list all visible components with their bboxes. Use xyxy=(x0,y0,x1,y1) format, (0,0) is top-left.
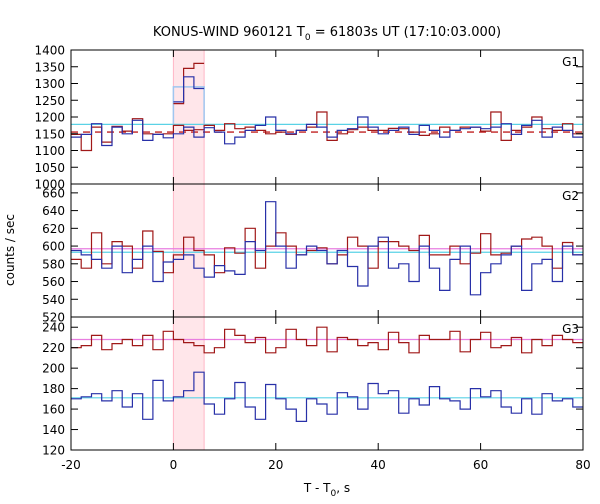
panel-3-blue-series xyxy=(71,371,583,422)
chart-title-main: KONUS-WIND 960121 T xyxy=(153,25,305,40)
panel-1-red-peak xyxy=(173,62,205,105)
panel-1-y-tick-label-8: 1400 xyxy=(34,44,65,58)
x-tick-label-4: 60 xyxy=(473,458,488,472)
panel-2-blue-series xyxy=(71,201,583,296)
panel-2-y-tick-label-3: 580 xyxy=(42,257,65,271)
chart-title-sub: 0 xyxy=(305,33,311,43)
panel-3-frame xyxy=(70,316,584,451)
chart-title-rest: = 61803s UT (17:10:03.000) xyxy=(311,25,501,40)
panel-1-y-tick-label-2: 1100 xyxy=(34,144,65,158)
panel-3-red-series xyxy=(71,326,583,354)
panel-3-y-tick-label-1: 140 xyxy=(42,423,65,437)
panel-2-y-tick-label-7: 660 xyxy=(42,186,65,200)
panel-1-y-tick-label-4: 1200 xyxy=(34,111,65,125)
panel-1-pale-peak-box xyxy=(172,86,205,125)
panel-3-label: G3 xyxy=(562,322,579,336)
x-tick-label-1: 0 xyxy=(170,458,178,472)
panel-3-y-tick-label-2: 160 xyxy=(42,403,65,417)
panel-3-y-tick-label-0: 120 xyxy=(42,444,65,458)
panel-2-y-tick-label-5: 620 xyxy=(42,222,65,236)
panel-3-y-tick-label-3: 180 xyxy=(42,382,65,396)
y-axis-label: counts / sec xyxy=(3,214,17,286)
panel-2-y-tick-label-4: 600 xyxy=(42,240,65,254)
x-axis-label-sub: 0 xyxy=(331,489,337,499)
panel-1-y-tick-label-5: 1250 xyxy=(34,94,65,108)
x-axis-label: T - T0, s xyxy=(303,481,350,499)
x-tick-label-2: 20 xyxy=(268,458,283,472)
panel-2-label: G2 xyxy=(562,189,579,203)
panel-2-y-tick-label-1: 540 xyxy=(42,293,65,307)
panel-2-y-tick-label-2: 560 xyxy=(42,275,65,289)
panel-1-y-tick-label-3: 1150 xyxy=(34,127,65,141)
panel-1-y-tick-label-6: 1300 xyxy=(34,77,65,91)
panel-2-y-tick-label-6: 640 xyxy=(42,204,65,218)
x-tick-label-0: -20 xyxy=(61,458,81,472)
panel-1-y-tick-label-0: 1000 xyxy=(34,178,65,192)
panel-1-y-tick-label-7: 1350 xyxy=(34,60,65,74)
panel-3-y-tick-label-5: 220 xyxy=(42,341,65,355)
x-tick-label-3: 40 xyxy=(371,458,386,472)
panel-2-red-series xyxy=(71,227,583,274)
panel-1-blue-peak xyxy=(173,76,205,103)
x-axis-label-main: T - T xyxy=(303,481,331,495)
panel-1-blue-series xyxy=(71,116,583,147)
panel-3-y-tick-label-4: 200 xyxy=(42,362,65,376)
x-axis-label-rest: , s xyxy=(336,481,350,495)
panel-1-y-tick-label-1: 1050 xyxy=(34,161,65,175)
panel-3-y-tick-label-6: 240 xyxy=(42,321,65,335)
x-tick-label-5: 80 xyxy=(575,458,590,472)
panel-2-y-tick-label-0: 520 xyxy=(42,311,65,325)
chart-title: KONUS-WIND 960121 T0 = 61803s UT (17:10:… xyxy=(153,25,501,43)
panel-1-label: G1 xyxy=(562,55,579,69)
